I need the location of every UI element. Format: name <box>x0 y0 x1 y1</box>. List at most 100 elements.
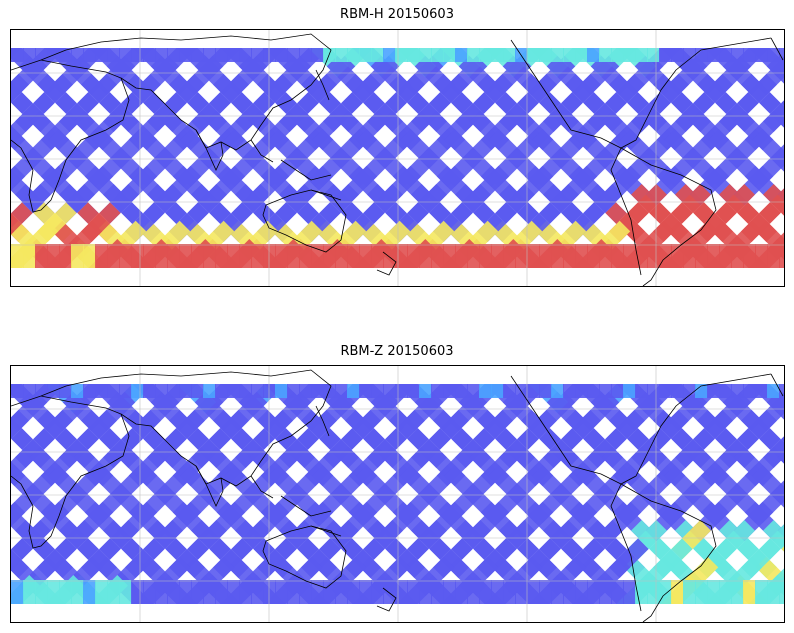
map-rbm-h[interactable] <box>10 29 785 287</box>
swath-segment <box>599 580 612 604</box>
swath-segment <box>743 48 756 62</box>
swath-segment <box>95 384 108 398</box>
swath-segment <box>407 384 420 398</box>
swath-segment <box>167 48 180 62</box>
swath-segment <box>287 48 300 62</box>
swath-segment <box>611 384 624 398</box>
swath-segment <box>167 580 180 604</box>
swath-segment <box>539 244 552 268</box>
swath-segment <box>131 580 144 604</box>
swath-segment <box>11 244 24 268</box>
coastline <box>610 147 642 276</box>
swath-segment <box>539 384 552 398</box>
swath-segment <box>623 580 636 604</box>
swath-map-svg <box>11 30 784 286</box>
swath-segment <box>659 48 672 62</box>
swath-segment <box>335 48 348 62</box>
swath-segment <box>299 48 312 62</box>
swath-segment <box>779 244 784 268</box>
swath-segment <box>107 244 120 268</box>
swath-segment <box>719 580 732 604</box>
swath-segment <box>419 48 432 62</box>
swath-segment <box>431 580 444 604</box>
swath-segment <box>635 48 648 62</box>
map-rbm-z[interactable] <box>10 365 785 623</box>
swath-segment <box>455 580 468 604</box>
swath-segment <box>683 384 696 398</box>
swath-segment <box>203 244 216 268</box>
panel-rbm-h: RBM-H 20150603 <box>0 0 794 300</box>
swath-segment <box>11 110 37 147</box>
swath-segment <box>515 48 528 62</box>
coastline <box>510 373 772 485</box>
swath-segment <box>11 165 26 191</box>
swath-segment <box>275 580 288 604</box>
swath-segment <box>251 244 264 268</box>
coastline <box>262 189 347 253</box>
swath-segment <box>743 384 756 398</box>
swath-segment <box>443 244 456 268</box>
swath-segment <box>215 384 228 398</box>
swath-segment <box>683 580 696 604</box>
swath-segment <box>275 48 288 62</box>
swath-segment <box>35 580 48 604</box>
swath-segment <box>143 580 156 604</box>
swath-segment <box>323 580 336 604</box>
swath-segment <box>107 580 120 604</box>
panel-rbm-z: RBM-Z 20150603 <box>0 336 794 633</box>
swath-segment <box>395 48 408 62</box>
coastline <box>315 405 330 437</box>
swath-segment <box>107 384 120 398</box>
swath-segment <box>551 244 564 268</box>
swath-segment <box>167 384 180 398</box>
swath-segment <box>23 384 36 398</box>
coastline <box>620 147 717 286</box>
swath-segment <box>659 384 672 398</box>
swath-segment <box>251 580 264 604</box>
swath-segment <box>575 244 588 268</box>
swath-segment <box>695 384 708 398</box>
swath-segment <box>383 580 396 604</box>
swath-segment <box>515 384 528 398</box>
swath-segment <box>419 244 432 268</box>
coastline <box>376 587 397 612</box>
swath-segment <box>491 384 504 398</box>
swath-segment <box>563 48 576 62</box>
swath-segment <box>539 48 552 62</box>
swath-segment <box>131 244 144 268</box>
swath-segment <box>143 384 156 398</box>
swath-segment <box>383 48 396 62</box>
swath-segment <box>179 580 192 604</box>
coastlines <box>11 33 784 286</box>
swath-segment <box>431 48 444 62</box>
swath-segment <box>755 580 768 604</box>
swath-segment <box>623 384 636 398</box>
swath-segment <box>755 48 768 62</box>
coastline <box>510 37 772 149</box>
coastline <box>610 483 642 612</box>
panel-title: RBM-Z 20150603 <box>340 344 454 359</box>
swath-segment <box>779 580 784 604</box>
coastlines <box>11 369 784 622</box>
swath-segment <box>191 384 204 398</box>
swath-segment <box>275 244 288 268</box>
swath-segment <box>71 244 84 268</box>
swath-segment <box>767 580 780 604</box>
swath-segment <box>59 580 72 604</box>
swath-segment <box>227 580 240 604</box>
swath-segment <box>719 244 732 268</box>
swath-segment <box>71 48 84 62</box>
swath-segment <box>695 48 708 62</box>
swath-segment <box>599 244 612 268</box>
swath-segment <box>707 48 720 62</box>
swath-segment <box>695 244 708 268</box>
swath-segment <box>239 244 252 268</box>
swath-segment <box>563 244 576 268</box>
swath-segment <box>23 244 36 268</box>
swath-segment <box>779 48 784 62</box>
swath-segment <box>311 48 324 62</box>
swath-segment <box>347 244 360 268</box>
swath-segment <box>167 244 180 268</box>
swath-segment <box>251 384 264 398</box>
swath-segment <box>635 384 648 398</box>
